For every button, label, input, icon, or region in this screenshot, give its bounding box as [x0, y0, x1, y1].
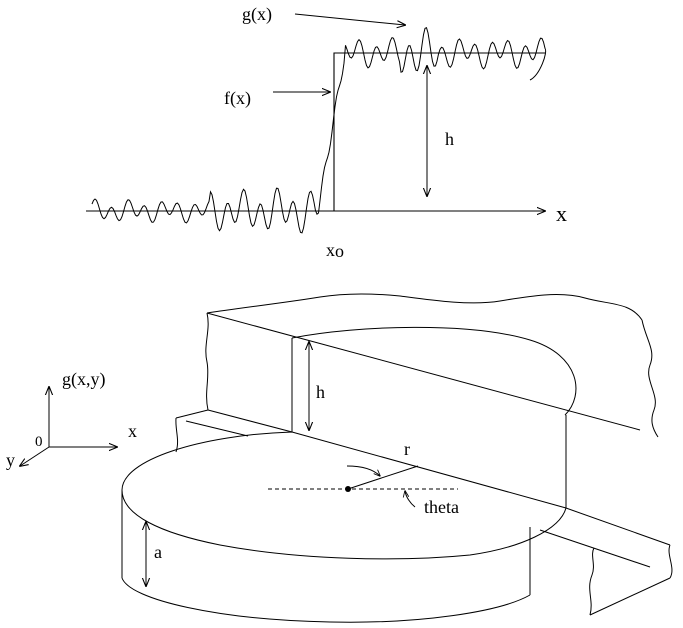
lower-block-front-wavy [589, 547, 595, 616]
radius-r-line [347, 465, 419, 490]
ledge-inner-left [185, 420, 249, 437]
f-label: f(x) [224, 88, 251, 109]
theta-label: theta [424, 497, 459, 517]
raised-half-disk-top [291, 326, 577, 416]
upper-block-right-side [641, 319, 659, 438]
upper-block-top-front-edge [206, 312, 641, 431]
x-axis-label: x [556, 201, 567, 226]
h-label-3d: h [316, 382, 325, 402]
y-axis-label-3d: y [6, 450, 15, 470]
g-pointer-arrow [294, 13, 405, 25]
step-riser-left [207, 409, 293, 433]
x0-label: xo [326, 240, 344, 261]
lower-block-bottom-edge [589, 577, 671, 616]
angle-arrow-upper [346, 465, 380, 476]
axis-y-down [20, 446, 50, 466]
x0-main: x [326, 240, 335, 260]
angle-arrow-lower [405, 491, 416, 508]
ledge-edge-left [175, 409, 209, 419]
g-label: g(x) [242, 4, 272, 25]
x0-sub: o [335, 241, 344, 261]
h-label: h [445, 129, 454, 149]
step-function-f [333, 52, 545, 211]
lower-ledge-left [175, 417, 179, 453]
lower-block-top-edge [565, 507, 671, 546]
cylinder-step-figure: g(x,y) 0 x y h r theta a [6, 293, 673, 623]
disk-top-ellipse [121, 431, 567, 560]
a-label: a [154, 542, 162, 562]
origin-label: 0 [35, 434, 43, 450]
lower-block-inner-edge [539, 529, 651, 568]
g-xy-label: g(x,y) [62, 369, 106, 390]
r-label: r [404, 439, 410, 459]
step-function-figure: g(x) f(x) h x xo [86, 4, 567, 261]
noisy-profile-g [91, 27, 547, 234]
upper-block-top-edge [206, 293, 643, 321]
upper-block-left-side [205, 312, 209, 411]
x-axis-label-3d: x [128, 421, 137, 441]
lower-block-right-side [668, 544, 673, 579]
disk-bottom-arc [121, 577, 531, 623]
